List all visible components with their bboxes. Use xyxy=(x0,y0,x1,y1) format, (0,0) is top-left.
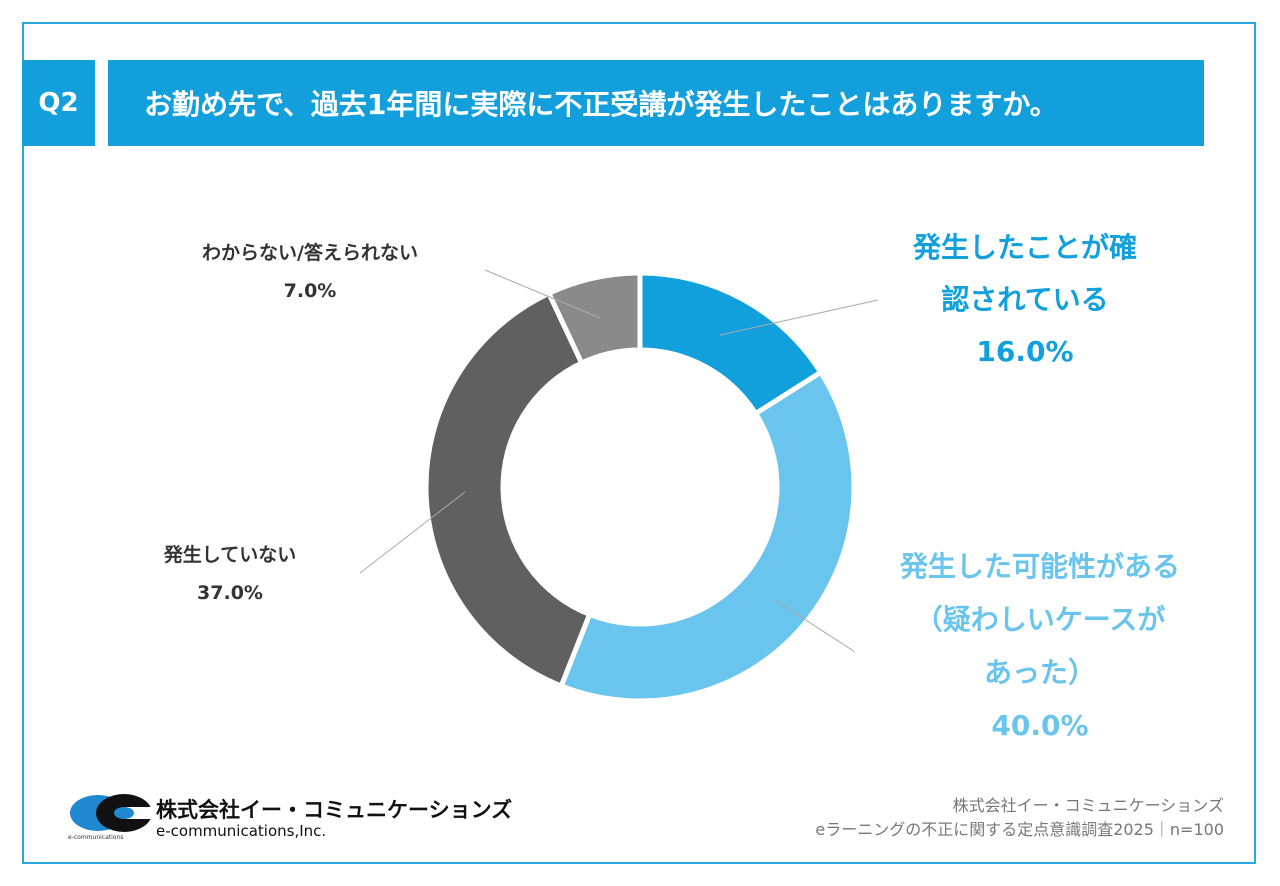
label-confirmed: 発生したことが確 認されている 16.0% xyxy=(880,222,1170,378)
label-text: 発生していない xyxy=(163,544,297,566)
label-unknown: わからない/答えられない 7.0% xyxy=(160,234,460,310)
leader-line xyxy=(774,599,856,653)
question-number: Q2 xyxy=(22,60,95,146)
logo-company-jp: 株式会社イー・コミュニケーションズ xyxy=(156,798,513,822)
value-label: 7.0% xyxy=(283,280,337,302)
question-title: お勤め先で、過去1年間に実際に不正受講が発生したことはありますか。 xyxy=(108,60,1204,146)
label-text: 発生したことが確 xyxy=(912,231,1137,264)
frame xyxy=(22,22,1256,864)
label-possible: 発生した可能性がある （疑わしいケースが あった） 40.0% xyxy=(860,540,1220,752)
label-text: あった） xyxy=(983,656,1096,689)
value-label: 37.0% xyxy=(197,582,263,604)
leader-line xyxy=(719,299,879,336)
label-text: 発生した可能性がある xyxy=(899,550,1180,583)
slice-not-occurred xyxy=(423,290,593,690)
source-note: 株式会社イー・コミュニケーションズ eラーニングの不正に関する定点意識調査202… xyxy=(815,794,1224,842)
company-logo xyxy=(70,794,154,832)
logo-mark-text: e-communications xyxy=(68,834,124,841)
leader-line xyxy=(359,491,466,574)
slice-possible xyxy=(557,368,857,704)
logo-company-en: e-communications,Inc. xyxy=(156,822,327,840)
source-survey: eラーニングの不正に関する定点意識調査2025｜n=100 xyxy=(815,820,1224,839)
source-company: 株式会社イー・コミュニケーションズ xyxy=(952,796,1224,815)
value-label: 40.0% xyxy=(991,709,1089,742)
leader-line xyxy=(484,269,601,319)
label-text: 認されている xyxy=(941,283,1109,316)
label-text: （疑わしいケースが xyxy=(914,603,1166,636)
value-label: 16.0% xyxy=(976,335,1074,368)
slice-unknown xyxy=(545,270,643,367)
label-not-occurred: 発生していない 37.0% xyxy=(120,536,340,612)
label-text: わからない/答えられない xyxy=(202,242,418,264)
